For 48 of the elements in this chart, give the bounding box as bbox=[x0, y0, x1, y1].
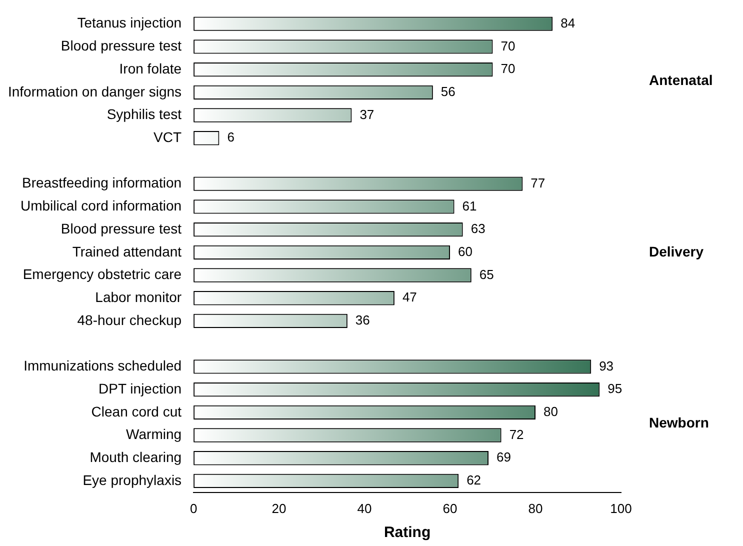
data-label: 36 bbox=[355, 312, 370, 328]
data-label: 93 bbox=[599, 358, 614, 374]
data-label: 80 bbox=[544, 404, 558, 419]
y-tick-label: Labor monitor bbox=[95, 288, 182, 305]
data-label: 84 bbox=[560, 15, 576, 30]
data-label: 95 bbox=[608, 381, 622, 396]
y-tick-label: Trained attendant bbox=[72, 243, 182, 260]
x-tick-label: 80 bbox=[528, 500, 543, 516]
data-label: 70 bbox=[500, 61, 516, 76]
data-label: 77 bbox=[530, 175, 546, 190]
data-label: 65 bbox=[479, 266, 494, 282]
y-tick-label: Warming bbox=[126, 426, 182, 442]
text: Newborn bbox=[649, 414, 709, 431]
text: Antenatal bbox=[649, 72, 713, 88]
y-tick-label: Mouth clearing bbox=[90, 448, 182, 465]
data-label: 69 bbox=[496, 450, 511, 465]
y-tick-label: Clean cord cut bbox=[91, 403, 182, 420]
y-tick-label: Immunizations scheduled bbox=[24, 358, 182, 374]
y-tick-label: Tetanus injection bbox=[77, 14, 182, 31]
data-label: 62 bbox=[466, 472, 482, 488]
y-tick-label: DPT injection bbox=[98, 380, 182, 396]
y-tick-label: Umbilical cord information bbox=[20, 198, 182, 214]
x-axis-title: Rating bbox=[384, 524, 431, 542]
data-label: 6 bbox=[227, 130, 234, 145]
data-label: 56 bbox=[440, 84, 456, 99]
y-tick-label: Blood pressure test bbox=[60, 220, 182, 236]
y-tick-label: Blood pressure test bbox=[60, 38, 182, 54]
y-tick-label: VCT bbox=[154, 128, 182, 145]
data-label: 63 bbox=[470, 221, 486, 236]
y-tick-label: Syphilis test bbox=[106, 106, 182, 122]
y-tick-label: 48-hour checkup bbox=[77, 312, 182, 328]
y-tick-label: Breastfeeding information bbox=[22, 174, 182, 191]
y-tick-label: Emergency obstetric care bbox=[22, 266, 182, 282]
y-tick-label: Iron folate bbox=[119, 60, 182, 76]
x-tick-label: 60 bbox=[442, 500, 458, 516]
data-label: 70 bbox=[500, 38, 516, 54]
data-label: 37 bbox=[360, 106, 374, 122]
data-label: 47 bbox=[402, 290, 417, 305]
data-label: 61 bbox=[462, 198, 477, 214]
y-tick-label: Eye prophylaxis bbox=[82, 472, 182, 488]
x-tick-label: 100 bbox=[610, 500, 632, 516]
x-tick-label: 0 bbox=[190, 500, 198, 516]
y-tick-label: Information on danger signs bbox=[8, 83, 182, 100]
data-label: 72 bbox=[509, 426, 524, 442]
text: Delivery bbox=[649, 243, 704, 260]
x-tick-label: 40 bbox=[357, 500, 372, 516]
x-tick-label: 20 bbox=[272, 500, 286, 516]
data-label: 60 bbox=[458, 244, 472, 259]
